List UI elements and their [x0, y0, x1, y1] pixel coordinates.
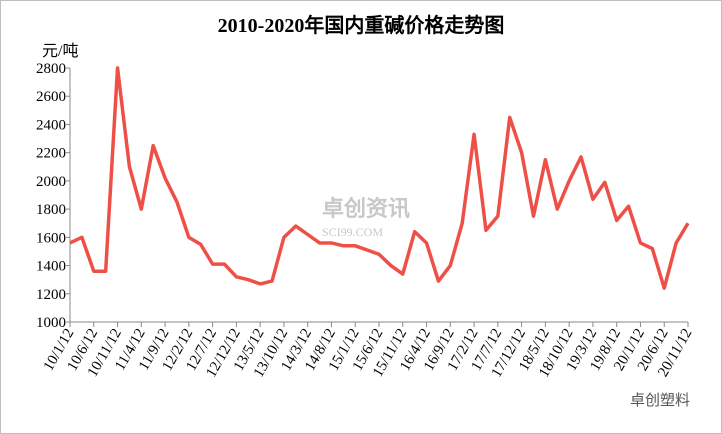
- y-tick-label: 1800: [36, 202, 66, 218]
- y-tick-label: 2400: [36, 117, 66, 133]
- y-tick-label: 1400: [36, 259, 66, 275]
- y-tick-label: 2600: [36, 89, 66, 105]
- chart-title: 2010-2020年国内重碱价格走势图: [218, 13, 505, 37]
- y-tick-label: 2200: [36, 146, 66, 162]
- y-tick-label: 1600: [36, 230, 66, 246]
- y-tick-label: 1000: [36, 315, 66, 331]
- watermark: SCI99.COM: [322, 225, 383, 239]
- watermark: 卓创资讯: [322, 196, 410, 221]
- y-tick-label: 2800: [36, 61, 66, 77]
- watermark: 卓创塑料: [630, 392, 690, 409]
- y-tick-label: 2000: [36, 174, 66, 190]
- line: [69, 66, 690, 290]
- y-tick-label: 1200: [36, 287, 66, 303]
- y-axis-label: 元/吨: [42, 42, 78, 60]
